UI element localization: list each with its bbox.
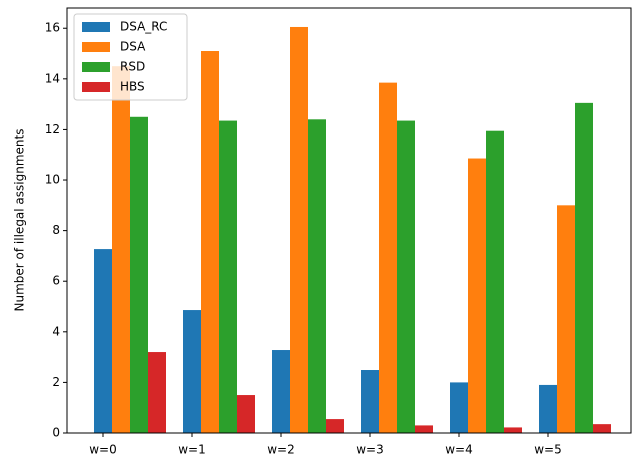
bar xyxy=(575,102,593,433)
bar xyxy=(183,310,201,433)
bar xyxy=(415,425,433,433)
bar xyxy=(593,424,611,433)
bar xyxy=(112,66,130,434)
bar xyxy=(148,352,166,433)
y-tick-label: 6 xyxy=(52,274,60,288)
bar xyxy=(557,205,575,433)
legend-label: DSA xyxy=(120,40,146,54)
legend-box xyxy=(73,13,188,101)
bar xyxy=(468,158,486,434)
bar xyxy=(237,395,255,433)
x-tick-label: w=1 xyxy=(178,443,206,457)
bar xyxy=(130,116,148,434)
legend-swatch xyxy=(82,42,110,52)
x-tick-label: w=4 xyxy=(445,443,473,457)
bar xyxy=(504,427,522,433)
legend-label: RSD xyxy=(120,60,145,74)
bar xyxy=(94,249,112,433)
bar xyxy=(361,370,379,433)
y-tick-label: 10 xyxy=(45,173,60,187)
legend-swatch xyxy=(82,22,110,32)
x-tick-label: w=2 xyxy=(267,443,295,457)
bar xyxy=(397,120,415,433)
legend-label: HBS xyxy=(120,80,145,94)
y-tick-label: 0 xyxy=(52,426,60,440)
bar xyxy=(308,119,326,434)
bar xyxy=(290,26,308,434)
y-tick-label: 8 xyxy=(52,223,60,237)
bar xyxy=(201,51,219,433)
y-axis-label: Number of illegal assignments xyxy=(13,129,27,312)
x-tick-label: w=5 xyxy=(534,443,562,457)
x-tick-label: w=3 xyxy=(356,443,384,457)
bar xyxy=(272,350,290,433)
y-tick-label: 2 xyxy=(52,375,60,389)
y-tick-label: 14 xyxy=(45,71,60,85)
legend-swatch xyxy=(82,62,110,72)
y-tick-label: 12 xyxy=(45,122,60,136)
y-tick-label: 16 xyxy=(45,21,60,35)
legend-label: DSA_RC xyxy=(120,20,167,34)
bar xyxy=(326,419,344,433)
x-tick-label: w=0 xyxy=(89,443,117,457)
legend-swatch xyxy=(82,82,110,92)
bar xyxy=(539,384,557,433)
y-tick-label: 4 xyxy=(52,324,60,338)
plot-frame xyxy=(66,7,632,434)
bar xyxy=(219,120,237,433)
bar xyxy=(379,82,397,433)
bar xyxy=(486,130,504,433)
bar xyxy=(450,382,468,433)
